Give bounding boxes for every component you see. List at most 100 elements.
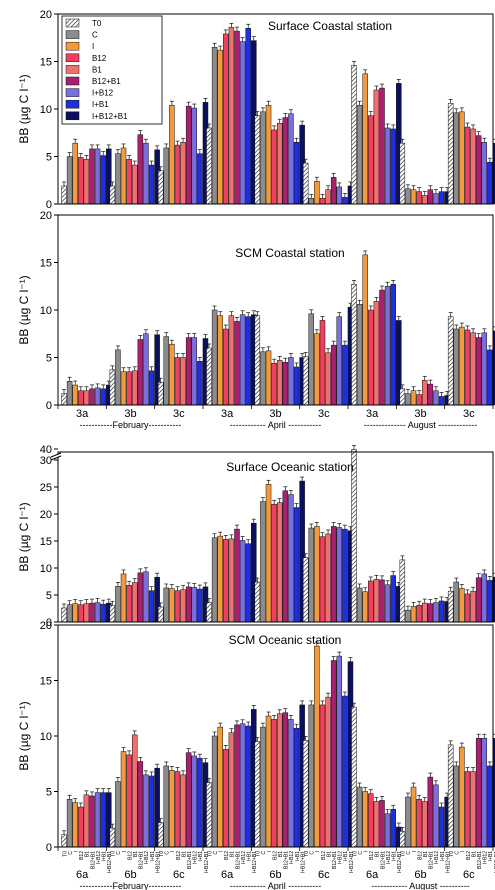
bar-b12-group-5 — [271, 504, 277, 623]
bar-t0-group-8 — [399, 388, 406, 406]
bar-c-group-9 — [453, 112, 460, 205]
bar-b12-group-8 — [416, 605, 422, 623]
y-tick-label: 15 — [40, 676, 52, 688]
y-tick-label: 10 — [40, 104, 52, 116]
bar-i-group-2 — [120, 371, 127, 406]
treatment-tick-label: T0 — [304, 851, 310, 857]
bar-c-group-9 — [453, 765, 460, 848]
bar-b12-group-9 — [464, 126, 471, 205]
y-tick-label: 10 — [40, 731, 52, 743]
bar-c-group-2 — [115, 349, 121, 406]
bar-i-b1-group-3 — [197, 588, 203, 623]
bar-b1-group-9 — [470, 332, 476, 406]
bar-t0-group-4 — [206, 602, 212, 623]
bar-c-group-6 — [308, 198, 315, 205]
treatment-tick-label: I+B12 — [386, 851, 392, 864]
bar-b1-group-7 — [373, 301, 380, 406]
bar-b1-group-6 — [325, 352, 331, 406]
bar-b12-b1-group-2 — [137, 572, 144, 623]
bar-b1-group-2 — [131, 734, 138, 848]
bar-c-group-1 — [66, 604, 73, 623]
bar-t0-group-7 — [351, 706, 357, 848]
bar-i-group-9 — [459, 326, 465, 406]
bar-b1-group-4 — [228, 538, 235, 623]
bar-i-b1-group-9 — [487, 580, 493, 623]
bar-t0-group-2 — [109, 369, 116, 406]
bar-i-b12-group-9 — [481, 573, 488, 623]
y-tick-label: 20 — [40, 509, 52, 521]
bar-i-group-9 — [459, 746, 465, 848]
bar-i-group-6 — [314, 180, 320, 205]
bar-c-group-5 — [260, 501, 266, 623]
bar-b12-group-6 — [319, 320, 326, 406]
bar-b12-b1-group-6 — [330, 660, 337, 848]
bar-c-group-2 — [115, 153, 121, 205]
panel-4: 0 5 10 15 20 BB (µg C l⁻¹) SCM Oceanic station — [17, 620, 495, 854]
bar-i-b1-group-6 — [342, 695, 348, 848]
bar-i-b12-group-3 — [191, 337, 198, 406]
station-label: 6b — [124, 869, 136, 881]
bar-i-b1-group-8 — [438, 191, 445, 205]
bar-b1-group-9 — [470, 771, 476, 848]
bar-b12-b1-group-2 — [137, 134, 144, 205]
bar-c-group-9 — [453, 581, 460, 623]
bar-i-b12-group-8 — [433, 193, 439, 205]
bar-b12-b1-group-3 — [185, 337, 192, 406]
y-axis-label: BB (µg C l⁻¹) — [17, 275, 31, 344]
bar-i-b1-group-5 — [293, 507, 300, 623]
bar-b12-group-1 — [78, 390, 84, 406]
bar-t0-group-5 — [254, 581, 261, 623]
legend-swatch — [65, 88, 80, 97]
bar-t0-group-8 — [399, 831, 406, 848]
bar-c-group-1 — [66, 799, 73, 848]
bar-b12-b1-group-3 — [185, 586, 192, 623]
bar-i-group-2 — [120, 147, 127, 205]
month-label: -----------February----------- — [80, 881, 182, 890]
treatment-tick-label: B12+B1 — [284, 851, 290, 869]
y-axis-label: BB (µg C l⁻¹) — [17, 74, 31, 143]
bar-b1-group-6 — [325, 533, 331, 623]
bar-i-group-9 — [459, 111, 465, 205]
bar-b1-group-5 — [276, 360, 283, 406]
legend-swatch — [65, 41, 80, 51]
station-label: 3c — [173, 408, 185, 420]
bar-b1-group-1 — [83, 159, 90, 205]
bar-b1-group-3 — [180, 774, 186, 848]
bar-b12-b1-group-7 — [379, 579, 385, 623]
treatment-tick-label: B12 — [466, 851, 472, 860]
bar-b12-group-4 — [223, 328, 229, 406]
y-tick-label: 20 — [40, 9, 52, 21]
bar-i-b1-group-3 — [197, 153, 203, 205]
treatment-tick-label: I+B1 — [392, 851, 398, 862]
bar-b12-b1-group-6 — [330, 526, 337, 623]
bar-b12-b1-group-4 — [234, 724, 240, 848]
bar-t0-group-9 — [447, 103, 454, 205]
panel-title: SCM Coastal station — [235, 246, 344, 260]
bar-i-b12-group-2 — [143, 333, 149, 406]
treatment-tick-label: C — [165, 851, 171, 855]
bar-i-group-7 — [362, 254, 368, 406]
bar-i-b12-group-6 — [336, 655, 343, 848]
bar-b1-group-8 — [421, 602, 428, 623]
legend-label: I+B1 — [92, 100, 109, 109]
bar-b12-group-1 — [78, 806, 84, 848]
treatment-tick-label: I+B12+B1 — [397, 851, 403, 873]
bar-b12-b1-group-5 — [282, 362, 289, 406]
bar-t0-group-8 — [399, 559, 406, 623]
bar-i-b1-group-7 — [390, 575, 396, 623]
month-label: ------------ April ----------- — [230, 420, 321, 430]
bar-i-b1-group-7 — [390, 128, 396, 205]
bar-t0-group-3 — [157, 606, 164, 623]
bar-b12-group-8 — [416, 394, 422, 406]
bar-i-group-8 — [410, 606, 417, 623]
bar-b1-group-3 — [180, 589, 186, 623]
treatment-tick-label: B12+B1 — [139, 851, 145, 869]
bar-i-b12-group-3 — [191, 107, 198, 205]
bar-i-b12-group-5 — [288, 113, 294, 205]
bar-b12-group-1 — [78, 157, 84, 205]
bar-c-group-5 — [260, 351, 266, 406]
y-tick-label: 20 — [40, 210, 52, 222]
bar-i-b12-group-5 — [288, 494, 294, 623]
station-label: 6a — [366, 869, 379, 881]
treatment-tick-label: I+B1 — [198, 851, 204, 862]
